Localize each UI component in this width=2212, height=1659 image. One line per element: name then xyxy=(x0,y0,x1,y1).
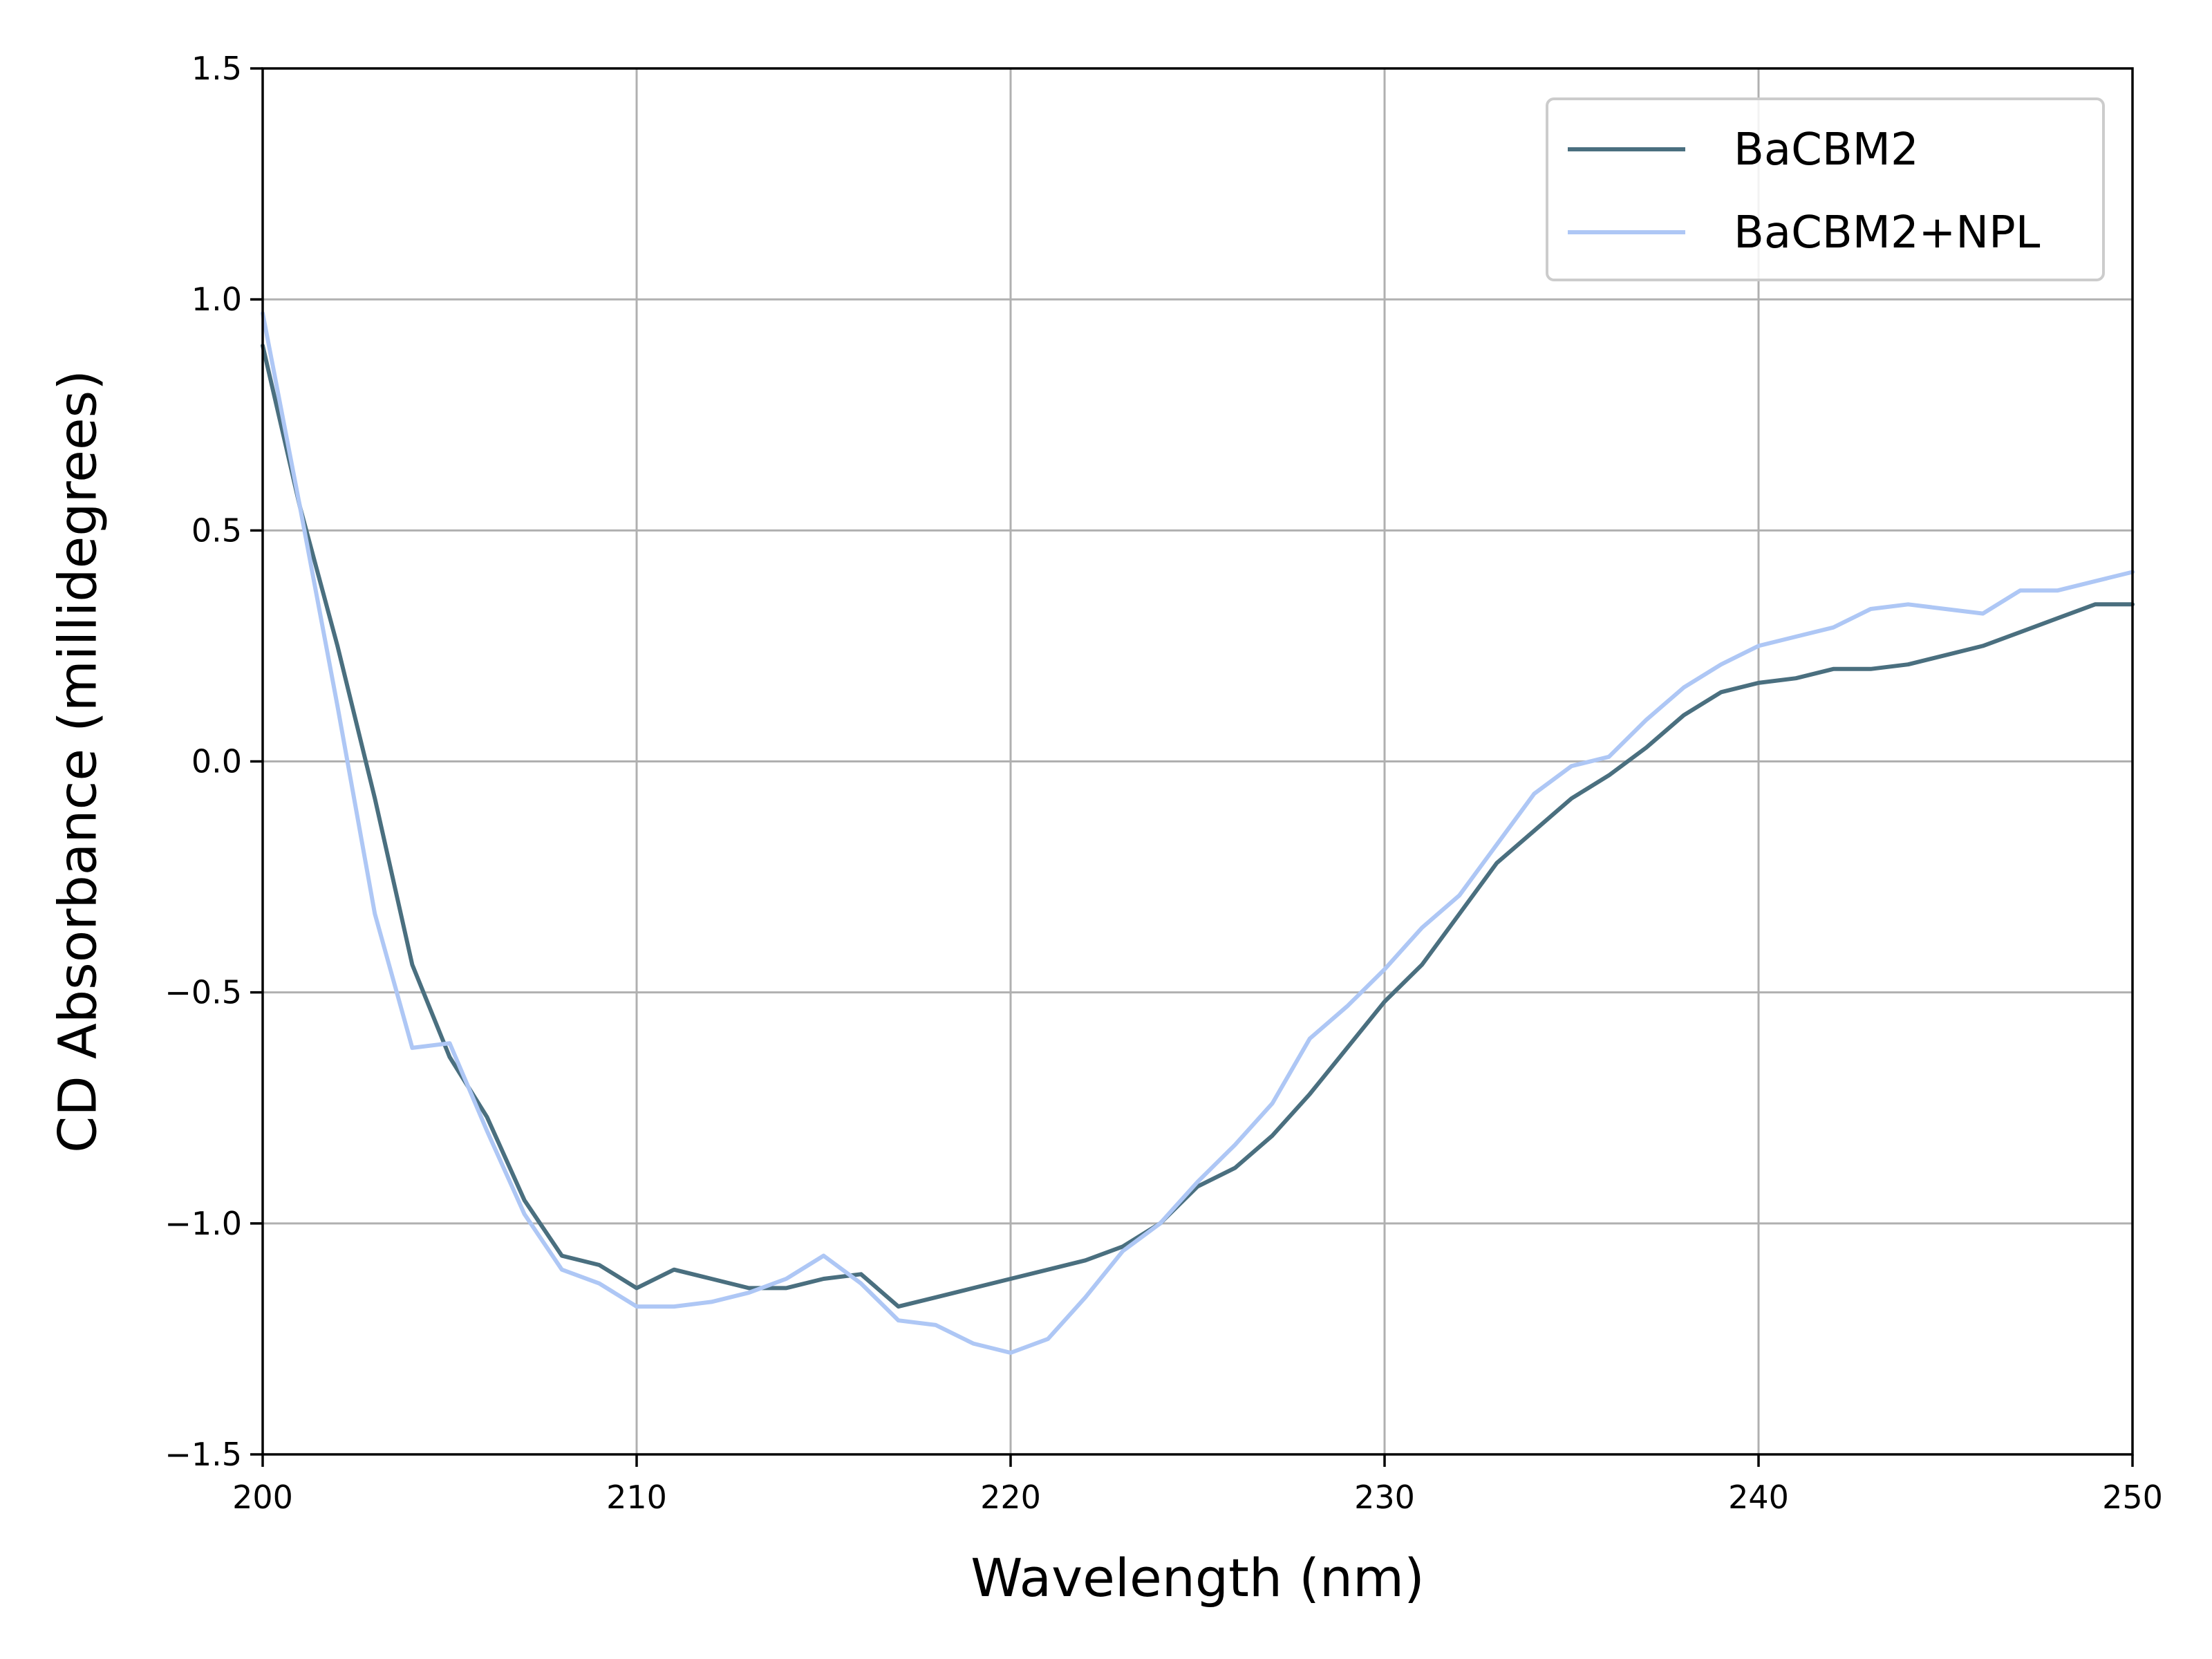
y-tick-label: 1.5 xyxy=(191,50,242,87)
grid-lines xyxy=(261,67,2134,1456)
y-tick-label: 0.5 xyxy=(191,512,242,549)
series-line-bacbm2-npl xyxy=(261,311,2135,1355)
x-axis-title: Wavelength (nm) xyxy=(971,1547,1425,1609)
y-tick-label: −1.5 xyxy=(165,1436,242,1473)
x-tick-label: 250 xyxy=(2102,1479,2163,1516)
legend: BaCBM2 BaCBM2+NPL xyxy=(1546,97,2105,281)
series-line-bacbm2 xyxy=(261,344,2135,1309)
y-tick-label: 1.0 xyxy=(191,281,242,318)
x-tick-label: 200 xyxy=(232,1479,293,1516)
x-tick-label: 240 xyxy=(1728,1479,1789,1516)
axis-ticks: 200 210 220 230 240 250 −1.5 −1.0 −0.5 0.0 0.5 1.0 1… xyxy=(165,50,2163,1516)
legend-box xyxy=(1546,97,2105,281)
series-lines xyxy=(261,311,2135,1355)
y-axis-title: CD Absorbance (millidegrees) xyxy=(47,370,109,1153)
y-tick-label: 0.0 xyxy=(191,743,242,780)
y-tick-label: −1.0 xyxy=(165,1205,242,1242)
legend-label-bacbm2: BaCBM2 xyxy=(1734,124,1919,176)
x-tick-label: 230 xyxy=(1354,1479,1415,1516)
y-tick-label: −0.5 xyxy=(165,974,242,1011)
x-tick-label: 210 xyxy=(606,1479,667,1516)
x-tick-label: 220 xyxy=(980,1479,1041,1516)
legend-label-bacbm2-npl: BaCBM2+NPL xyxy=(1734,207,2041,259)
